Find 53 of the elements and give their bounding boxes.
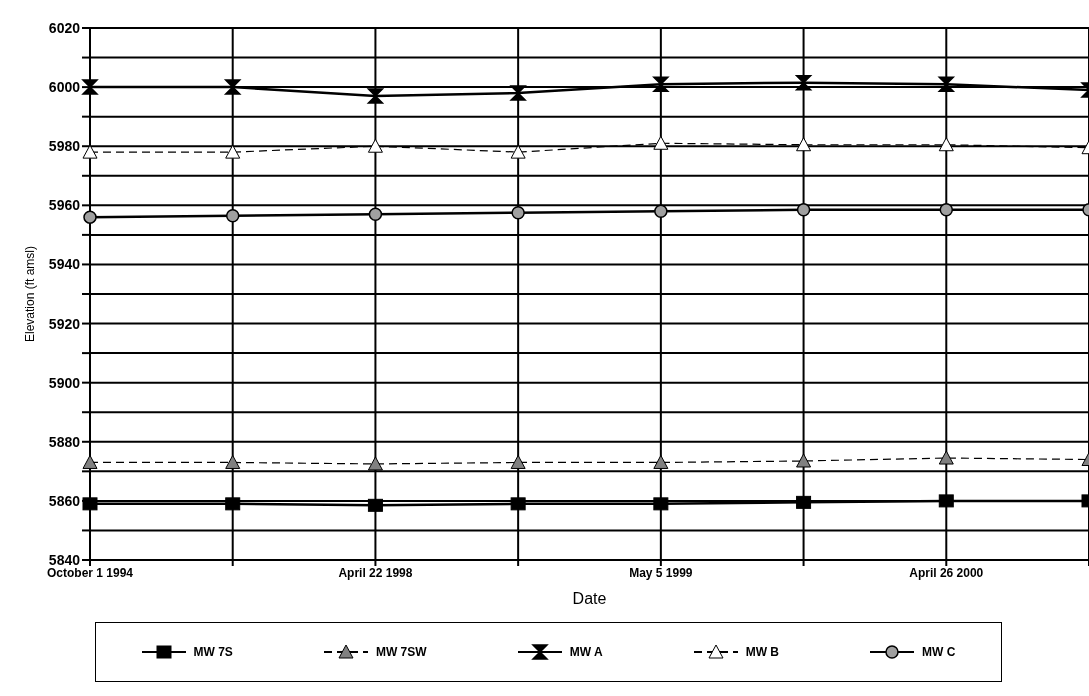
point (510, 144, 526, 159)
point (653, 76, 669, 92)
point (796, 203, 811, 217)
point (83, 210, 97, 224)
point (938, 137, 954, 152)
legend-label: MW B (745, 645, 779, 659)
y-tick-label: 5900 (48, 374, 81, 391)
point (939, 203, 954, 217)
point (796, 453, 812, 468)
y-tick-label: 5940 (48, 256, 81, 273)
point (367, 88, 384, 104)
point (225, 454, 241, 469)
point (225, 497, 241, 511)
y-tick-label: 6000 (48, 79, 81, 96)
y-tick-label: 5840 (48, 551, 81, 568)
point (654, 204, 668, 218)
point (938, 450, 954, 465)
point (795, 74, 812, 91)
point (511, 205, 525, 220)
point (653, 454, 669, 469)
legend-label: MW 7S (193, 645, 233, 659)
point (938, 494, 954, 508)
x-tick-label: April 26 2000 (909, 565, 984, 580)
point (82, 454, 98, 469)
point (367, 138, 383, 153)
x-tick-label: October 1 1994 (46, 565, 134, 580)
point (938, 76, 955, 92)
x-tick-label: May 5 1999 (629, 565, 693, 580)
y-axis-title: Elevation (ft amsl) (23, 245, 38, 343)
point (367, 456, 383, 471)
point (367, 498, 383, 512)
point (510, 85, 526, 101)
point (796, 137, 812, 152)
point (510, 497, 526, 511)
point (653, 135, 669, 150)
y-tick-label: 5880 (48, 433, 81, 450)
legend-label: MW 7SW (375, 645, 427, 659)
legend-label: MW A (569, 645, 603, 659)
y-tick-label: 5860 (48, 492, 81, 509)
point (368, 207, 383, 221)
point (796, 495, 812, 509)
point (225, 208, 240, 223)
y-tick-label: 5920 (48, 315, 81, 332)
y-tick-label: 5960 (48, 197, 81, 214)
x-axis-title: Date (572, 590, 607, 607)
point (653, 497, 669, 511)
legend-label: MW C (922, 645, 956, 659)
point (224, 79, 241, 95)
x-tick-label: April 22 1998 (338, 565, 413, 580)
y-tick-label: 6020 (48, 19, 81, 36)
y-tick-label: 5980 (48, 138, 81, 155)
point (510, 454, 526, 469)
point (225, 144, 241, 159)
